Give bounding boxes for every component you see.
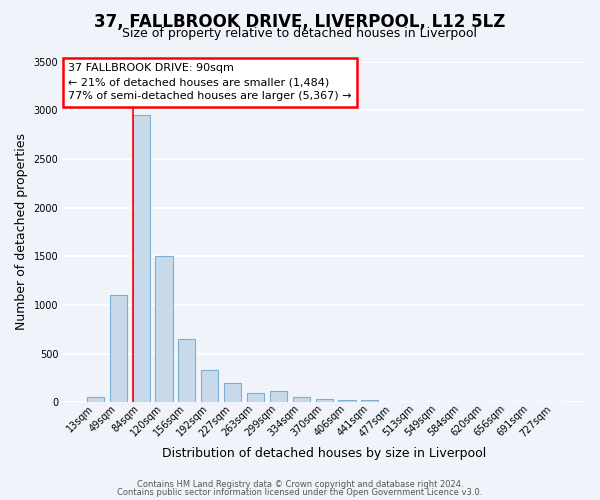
Bar xyxy=(155,256,173,402)
Text: 37 FALLBROOK DRIVE: 90sqm
← 21% of detached houses are smaller (1,484)
77% of se: 37 FALLBROOK DRIVE: 90sqm ← 21% of detac… xyxy=(68,63,352,101)
Bar xyxy=(361,400,379,402)
Bar xyxy=(133,115,150,403)
Text: Contains HM Land Registry data © Crown copyright and database right 2024.: Contains HM Land Registry data © Crown c… xyxy=(137,480,463,489)
Bar xyxy=(224,383,241,402)
Bar xyxy=(201,370,218,402)
Bar xyxy=(110,295,127,403)
Bar xyxy=(293,398,310,402)
Y-axis label: Number of detached properties: Number of detached properties xyxy=(15,134,28,330)
Text: 37, FALLBROOK DRIVE, LIVERPOOL, L12 5LZ: 37, FALLBROOK DRIVE, LIVERPOOL, L12 5LZ xyxy=(94,12,506,30)
X-axis label: Distribution of detached houses by size in Liverpool: Distribution of detached houses by size … xyxy=(162,447,486,460)
Bar xyxy=(316,400,332,402)
Text: Size of property relative to detached houses in Liverpool: Size of property relative to detached ho… xyxy=(122,28,478,40)
Text: Contains public sector information licensed under the Open Government Licence v3: Contains public sector information licen… xyxy=(118,488,482,497)
Bar xyxy=(270,390,287,402)
Bar xyxy=(338,400,356,402)
Bar xyxy=(247,392,264,402)
Bar xyxy=(87,398,104,402)
Bar xyxy=(178,339,196,402)
